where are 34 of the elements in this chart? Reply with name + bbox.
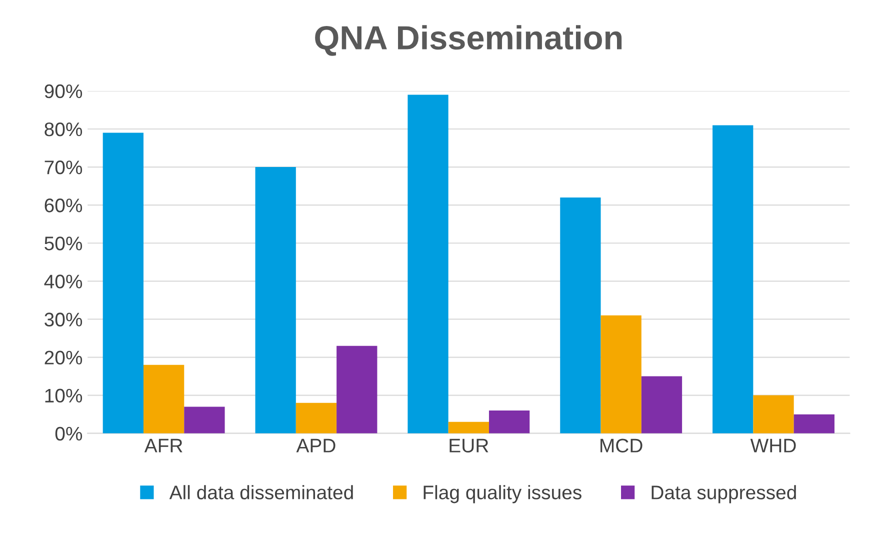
bar (255, 167, 296, 434)
y-tick-label: 30% (44, 312, 82, 326)
bar (408, 94, 448, 434)
legend-label: Flag quality issues (424, 485, 582, 504)
y-tick-label: 0% (55, 426, 82, 441)
x-tick-label: WHD (750, 438, 796, 452)
bar (184, 406, 225, 434)
legend-label: All data disseminated (169, 485, 353, 500)
x-tick-label: EUR (450, 438, 488, 452)
bar (488, 410, 530, 434)
x-tick-label: AFR (144, 438, 182, 452)
y-tick-label: 90% (44, 84, 82, 98)
bar (712, 125, 754, 434)
bar (641, 376, 682, 434)
bar (296, 402, 337, 434)
chart-title: QNA Dissemination (315, 25, 622, 56)
bar (794, 414, 834, 434)
y-tick-label: 70% (44, 160, 82, 174)
y-tick-label: 10% (45, 388, 82, 403)
bar (600, 315, 642, 434)
bar (102, 132, 144, 434)
bar (753, 395, 794, 434)
legend-label: Data suppressed (652, 485, 796, 504)
x-tick-label: MCD (600, 438, 642, 452)
bar (448, 422, 489, 434)
y-tick-label: 40% (44, 274, 82, 288)
x-tick-label: APD (296, 438, 336, 452)
y-tick-label: 60% (44, 198, 82, 212)
y-tick-label: 20% (44, 350, 82, 364)
bar (336, 346, 378, 434)
bar (560, 197, 601, 434)
bar (143, 364, 184, 434)
y-tick-label: 50% (44, 236, 82, 250)
y-tick-label: 80% (44, 122, 82, 136)
